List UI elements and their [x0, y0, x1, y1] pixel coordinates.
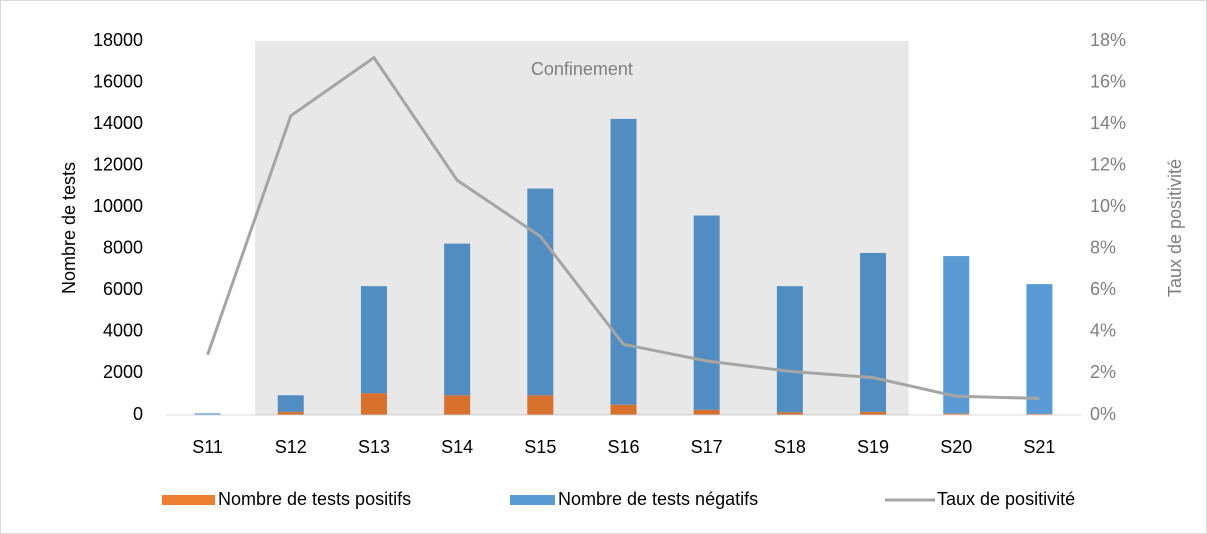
x-tick-label: S19 [857, 437, 889, 457]
bar [1026, 413, 1053, 415]
bar [360, 286, 387, 394]
bar [860, 252, 887, 412]
x-tick-label: S21 [1023, 437, 1055, 457]
x-tick-label: S20 [940, 437, 972, 457]
x-tick-label: S11 [192, 437, 223, 457]
bar [693, 409, 720, 415]
legend-swatch [510, 495, 555, 505]
y-tick-label: 2000 [103, 362, 143, 382]
y-tick-label: 12000 [93, 154, 143, 174]
bar [610, 118, 637, 405]
y2-axis-label: Taux de positivité [1165, 159, 1185, 297]
bar [444, 243, 471, 396]
bar [610, 404, 637, 415]
bar [776, 286, 803, 413]
y-tick-label: 4000 [103, 321, 143, 341]
y-tick-label: 14000 [93, 113, 143, 133]
legend-label: Nombre de tests négatifs [558, 489, 758, 509]
annotation-label: Confinement [531, 59, 633, 79]
y-tick-label: 16000 [93, 71, 143, 91]
bar [693, 215, 720, 410]
bar [444, 395, 471, 415]
bar [277, 411, 304, 415]
bar [194, 413, 221, 415]
y2-tick-label: 6% [1090, 279, 1116, 299]
legend-label: Nombre de tests positifs [218, 489, 411, 509]
y-tick-label: 18000 [93, 30, 143, 50]
y2-tick-label: 14% [1090, 113, 1126, 133]
y-tick-label: 8000 [103, 238, 143, 258]
x-tick-label: S15 [524, 437, 556, 457]
bar [277, 395, 304, 412]
y2-tick-label: 18% [1090, 30, 1126, 50]
bar [943, 413, 970, 415]
y2-tick-label: 16% [1090, 71, 1126, 91]
y2-tick-label: 4% [1090, 321, 1116, 341]
legend-swatch [162, 495, 215, 505]
bar [860, 411, 887, 415]
bar [527, 395, 554, 415]
y2-tick-label: 10% [1090, 196, 1126, 216]
x-tick-label: S12 [275, 437, 307, 457]
bar [776, 412, 803, 415]
y2-tick-label: 0% [1090, 404, 1116, 424]
x-tick-label: S17 [691, 437, 723, 457]
bar [1026, 284, 1053, 414]
x-tick-label: S18 [774, 437, 806, 457]
y2-tick-label: 8% [1090, 238, 1116, 258]
y-tick-label: 6000 [103, 279, 143, 299]
y2-tick-label: 2% [1090, 362, 1116, 382]
x-tick-label: S13 [358, 437, 390, 457]
bar [527, 188, 554, 396]
bar [360, 393, 387, 415]
x-tick-label: S14 [441, 437, 473, 457]
y2-tick-label: 12% [1090, 154, 1126, 174]
legend-label: Taux de positivité [937, 489, 1075, 509]
line [206, 56, 1040, 400]
annotation-shade [255, 41, 909, 415]
y-tick-label: 0 [133, 404, 143, 424]
x-tick-label: S16 [607, 437, 639, 457]
bar [943, 256, 970, 414]
y-tick-label: 10000 [93, 196, 143, 216]
y-axis-label: Nombre de tests [59, 162, 79, 294]
